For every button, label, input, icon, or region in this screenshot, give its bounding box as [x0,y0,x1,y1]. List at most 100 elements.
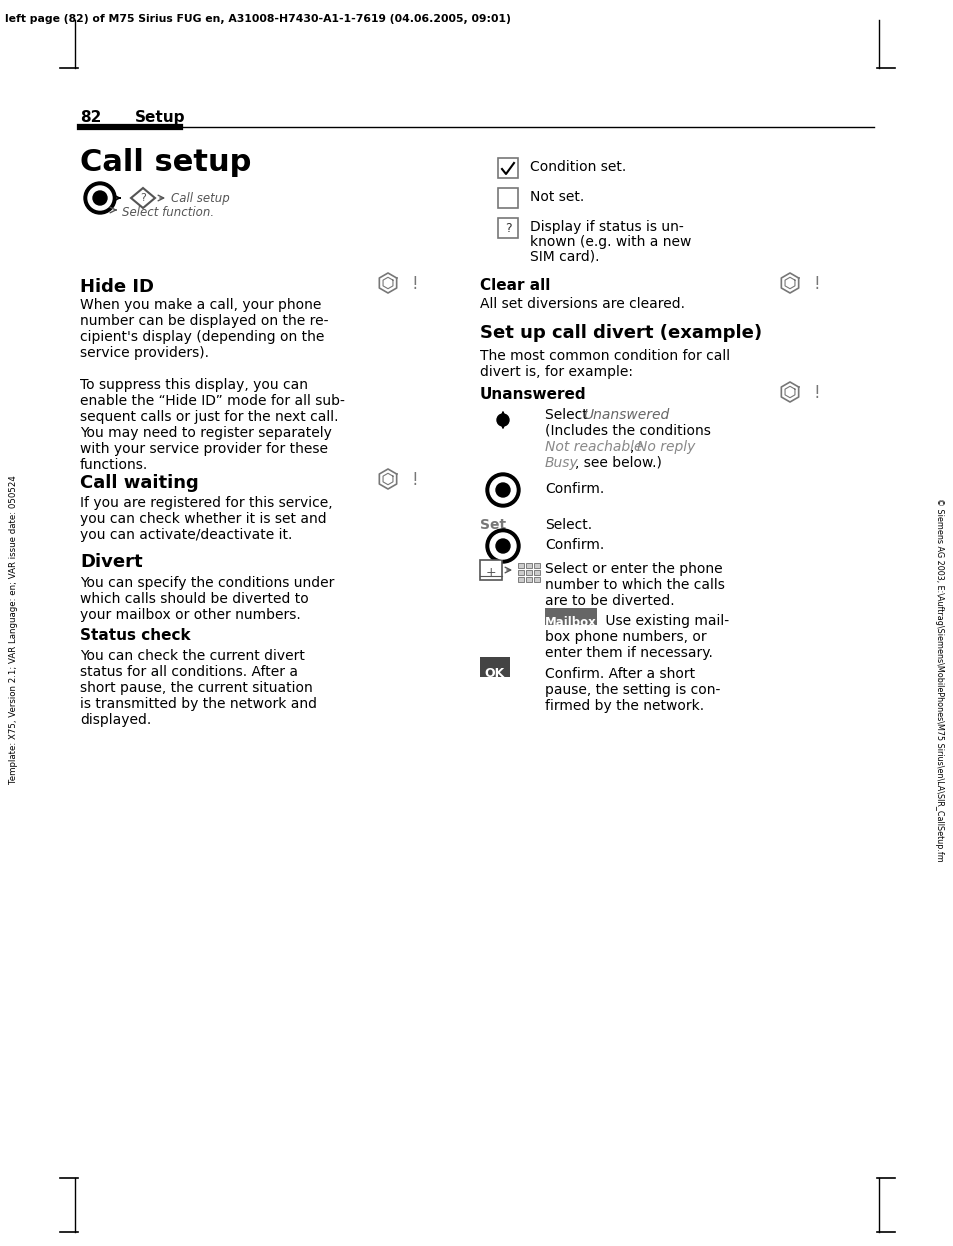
Text: functions.: functions. [80,459,148,472]
Text: OK: OK [484,667,504,680]
Text: !: ! [412,471,418,488]
Text: To suppress this display, you can: To suppress this display, you can [80,378,308,392]
Text: Set up call divert (example): Set up call divert (example) [479,324,761,341]
Bar [534,577,539,582]
Text: pause, the setting is con-: pause, the setting is con- [544,683,720,697]
Text: Call setup: Call setup [171,192,230,206]
Text: You can check the current divert: You can check the current divert [80,649,305,663]
Circle shape [485,530,519,563]
Text: Not reachable: Not reachable [544,440,641,454]
Text: are to be diverted.: are to be diverted. [544,594,674,608]
Text: Busy: Busy [544,456,578,470]
Text: !: ! [813,384,820,402]
Text: You may need to register separately: You may need to register separately [80,426,332,440]
Text: firmed by the network.: firmed by the network. [544,699,703,713]
Text: You can specify the conditions under: You can specify the conditions under [80,576,334,591]
Text: Display if status is un-: Display if status is un- [530,221,683,234]
Text: is transmitted by the network and: is transmitted by the network and [80,697,316,711]
Text: left page (82) of M75 Sirius FUG en, A31008-H7430-A1-1-7619 (04.06.2005, 09:01): left page (82) of M75 Sirius FUG en, A31… [5,14,511,24]
Polygon shape [131,188,154,208]
Text: Mailbox: Mailbox [544,616,597,629]
Text: Template: X75, Version 2.1; VAR Language: en; VAR issue date: 050524: Template: X75, Version 2.1; VAR Language… [10,476,18,785]
Text: Confirm.: Confirm. [544,538,603,552]
Text: with your service provider for these: with your service provider for these [80,442,328,456]
Text: ?: ? [140,193,146,203]
Text: Select function.: Select function. [122,206,213,219]
Text: ?: ? [504,222,511,234]
Text: Use existing mail-: Use existing mail- [600,614,728,628]
Bar [517,563,523,568]
Circle shape [496,540,510,553]
Text: service providers).: service providers). [80,346,209,360]
Text: Select: Select [544,407,592,422]
Text: status for all conditions. After a: status for all conditions. After a [80,665,297,679]
Text: sequent calls or just for the next call.: sequent calls or just for the next call. [80,410,338,424]
Text: Unanswered: Unanswered [479,388,586,402]
Bar [544,608,597,625]
Text: !: ! [813,275,820,293]
Bar [525,577,532,582]
Text: Confirm. After a short: Confirm. After a short [544,667,695,682]
Text: you can check whether it is set and: you can check whether it is set and [80,512,326,526]
Text: number can be displayed on the re-: number can be displayed on the re- [80,314,328,328]
Text: !: ! [412,275,418,293]
Circle shape [497,414,509,426]
Text: displayed.: displayed. [80,713,152,726]
Text: Hide ID: Hide ID [80,278,153,297]
Text: The most common condition for call: The most common condition for call [479,349,729,363]
Circle shape [490,533,516,559]
Circle shape [84,182,116,214]
Text: © Siemens AG 2003, E:\Auftrag\Siemens\MobilePhones\M75 Sirius\en\LA\SIR_CallSetu: © Siemens AG 2003, E:\Auftrag\Siemens\Mo… [935,498,943,862]
Text: Call waiting: Call waiting [80,473,198,492]
Bar [497,218,517,238]
Text: you can activate/deactivate it.: you can activate/deactivate it. [80,528,292,542]
Text: Set: Set [479,518,506,532]
Circle shape [496,483,510,497]
Bar [497,158,517,178]
Text: Status check: Status check [80,628,191,643]
Text: known (e.g. with a new: known (e.g. with a new [530,235,691,249]
Bar [479,559,501,579]
Text: box phone numbers, or: box phone numbers, or [544,630,706,644]
Text: Clear all: Clear all [479,278,550,293]
Text: enter them if necessary.: enter them if necessary. [544,645,712,660]
Text: Select or enter the phone: Select or enter the phone [544,562,721,576]
Circle shape [490,477,516,503]
Text: Setup: Setup [135,110,185,125]
Text: number to which the calls: number to which the calls [544,578,724,592]
Text: , see below.): , see below.) [575,456,661,470]
Text: ,: , [629,440,639,454]
Bar [525,563,532,568]
Text: No reply: No reply [637,440,695,454]
Bar [497,188,517,208]
Circle shape [485,473,519,507]
Text: which calls should be diverted to: which calls should be diverted to [80,592,309,606]
Text: +: + [485,566,496,578]
Text: If you are registered for this service,: If you are registered for this service, [80,496,333,510]
Bar [517,577,523,582]
Text: your mailbox or other numbers.: your mailbox or other numbers. [80,608,300,622]
Circle shape [88,186,112,211]
Bar [525,569,532,574]
Bar [479,657,510,677]
Text: Call setup: Call setup [80,148,251,177]
Bar [534,569,539,574]
Text: Select.: Select. [544,518,592,532]
Text: Not set.: Not set. [530,189,583,204]
Bar [534,563,539,568]
Text: short pause, the current situation: short pause, the current situation [80,682,313,695]
Text: SIM card).: SIM card). [530,250,598,264]
Text: Confirm.: Confirm. [544,482,603,496]
Text: divert is, for example:: divert is, for example: [479,365,633,379]
Text: (Includes the conditions: (Includes the conditions [544,424,710,439]
Text: 82: 82 [80,110,101,125]
Text: Condition set.: Condition set. [530,159,625,174]
Text: When you make a call, your phone: When you make a call, your phone [80,298,321,312]
Text: enable the “Hide ID” mode for all sub-: enable the “Hide ID” mode for all sub- [80,394,345,407]
Text: cipient's display (depending on the: cipient's display (depending on the [80,330,324,344]
Bar [517,569,523,574]
Text: Divert: Divert [80,553,143,571]
Text: All set diversions are cleared.: All set diversions are cleared. [479,297,684,312]
Text: Unanswered: Unanswered [582,407,669,422]
Circle shape [92,191,107,206]
